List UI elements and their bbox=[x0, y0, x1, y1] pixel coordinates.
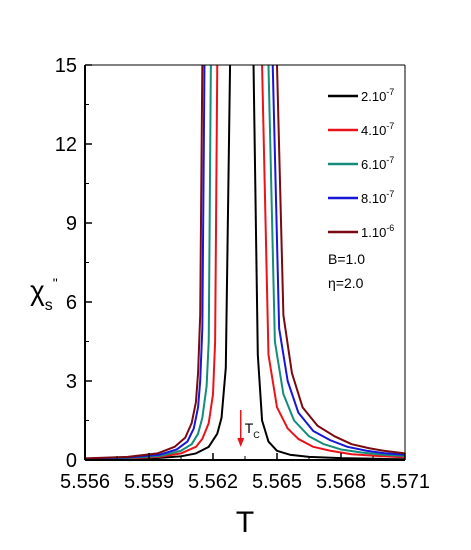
x-tick-label: 5.556 bbox=[60, 471, 110, 493]
y-tick-label: 6 bbox=[66, 292, 77, 314]
x-tick-label: 5.568 bbox=[316, 471, 366, 493]
legend-label-3: 6.10-7 bbox=[361, 155, 394, 172]
x-tick-label: 5.565 bbox=[252, 471, 302, 493]
legend-label-main: 1.10 bbox=[361, 225, 386, 240]
x-tick-label: 5.571 bbox=[380, 471, 430, 493]
legend-label-main: 4.10 bbox=[361, 123, 386, 138]
legend-label-5: 1.10-6 bbox=[361, 223, 394, 240]
legend: 2.10-74.10-76.10-78.10-71.10-6 bbox=[328, 87, 394, 240]
series-line-3-right bbox=[267, 65, 405, 458]
y-axis-title-sup: " bbox=[53, 275, 58, 291]
y-axis-title-main: χ bbox=[30, 275, 45, 306]
y-tick-label: 15 bbox=[55, 55, 77, 77]
legend-label-4: 8.10-7 bbox=[361, 189, 394, 206]
annotations: B=1.0 η=2.0 TC bbox=[237, 251, 365, 447]
y-tick-label: 9 bbox=[66, 213, 77, 235]
legend-label-main: 2.10 bbox=[361, 89, 386, 104]
legend-label-1: 2.10-7 bbox=[361, 87, 394, 104]
ticks: 5.556 5.559 5.562 5.565 5.568 5.571 0 3 6 9 12 15 Tχ… bbox=[30, 55, 430, 539]
x-tick-label: 5.559 bbox=[124, 471, 174, 493]
legend-label-exp: -7 bbox=[386, 121, 394, 131]
param-label-1: B=1.0 bbox=[328, 251, 365, 267]
series-line-5-right bbox=[276, 65, 405, 455]
series-line-2-right bbox=[261, 65, 405, 459]
series-line-5-left bbox=[85, 65, 204, 460]
y-tick-label: 12 bbox=[55, 134, 77, 156]
series-line-1-right bbox=[252, 65, 405, 460]
x-axis-title: T bbox=[236, 506, 254, 539]
legend-label-2: 4.10-7 bbox=[361, 121, 394, 138]
tc-label-main: T bbox=[245, 420, 254, 436]
legend-label-main: 6.10 bbox=[361, 157, 386, 172]
legend-label-main: 8.10 bbox=[361, 191, 386, 206]
legend-label-exp: -7 bbox=[386, 87, 394, 97]
legend-label-exp: -6 bbox=[386, 223, 394, 233]
y-axis-title-sub: s bbox=[45, 297, 53, 314]
series-line-4-left bbox=[85, 65, 206, 460]
series-line-4-right bbox=[271, 65, 405, 456]
tc-arrow-head bbox=[237, 438, 245, 447]
legend-label-exp: -7 bbox=[386, 189, 394, 199]
tc-label: TC bbox=[245, 420, 261, 440]
y-tick-label: 0 bbox=[66, 450, 77, 472]
param-label-2: η=2.0 bbox=[328, 275, 364, 291]
y-tick-label: 3 bbox=[66, 371, 77, 393]
x-tick-label: 5.562 bbox=[188, 471, 238, 493]
y-axis-title: χs" bbox=[30, 275, 58, 314]
series-lines bbox=[85, 65, 405, 460]
legend-label-exp: -7 bbox=[386, 155, 394, 165]
tc-label-sub: C bbox=[253, 430, 260, 440]
